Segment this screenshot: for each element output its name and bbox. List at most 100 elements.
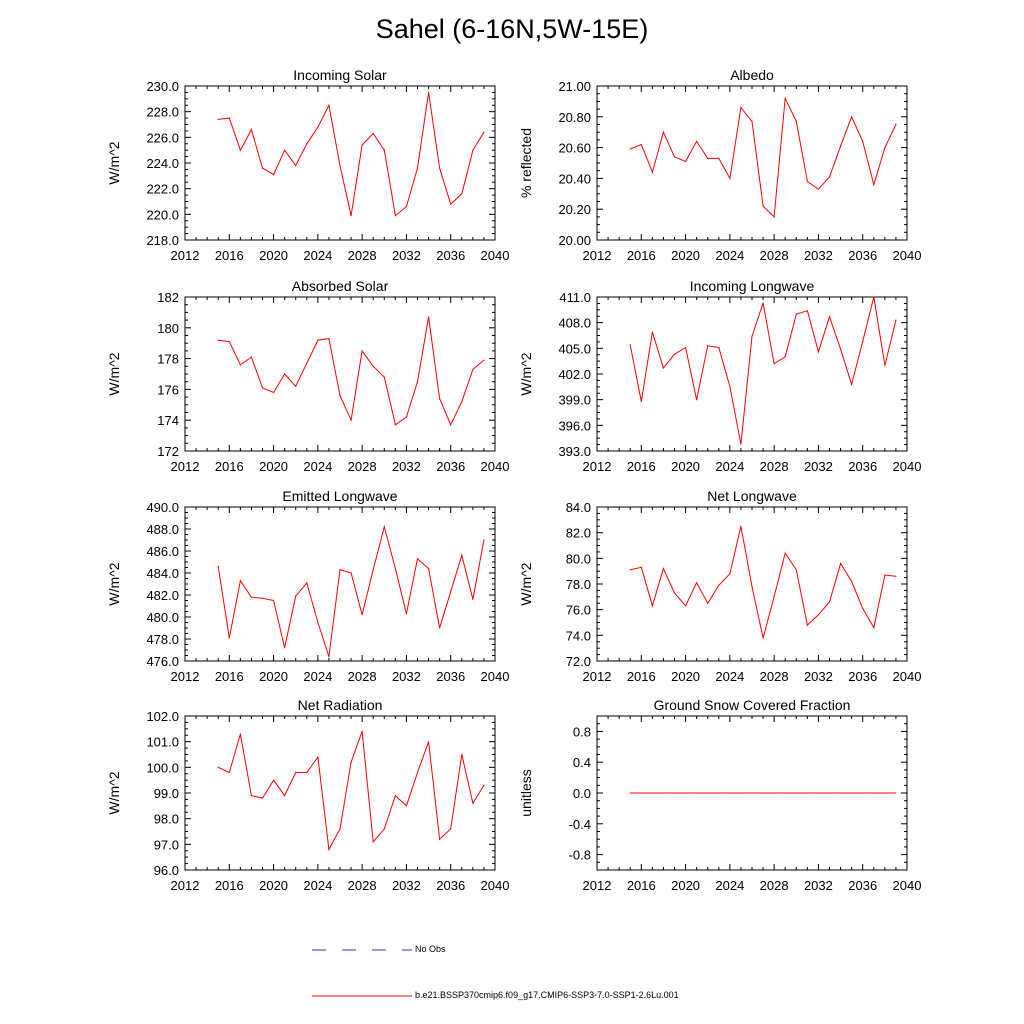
data-point <box>862 340 864 343</box>
panel-ground-snow-covered-fraction: 2012 2016 2020 2024 2028 2032 2036 2040 -0.8 -0.4… <box>518 697 921 893</box>
data-point <box>806 624 809 626</box>
series-line <box>630 96 897 218</box>
data-point <box>250 795 252 797</box>
data-point <box>662 367 665 369</box>
data-point <box>696 582 698 584</box>
data-point <box>718 157 720 159</box>
y-tick-label: 178 <box>157 352 179 367</box>
x-tick-label: 2012 <box>171 878 200 893</box>
data-point <box>472 368 474 370</box>
data-point <box>817 614 820 616</box>
panel-title: Net Radiation <box>298 697 383 713</box>
plot-frame <box>596 85 908 241</box>
data-point <box>806 792 809 794</box>
data-point <box>851 792 853 794</box>
data-point <box>840 348 842 350</box>
data-point <box>640 566 642 568</box>
data-point <box>328 338 330 340</box>
data-point <box>729 177 731 179</box>
data-point <box>740 443 742 445</box>
x-tick-label: 2036 <box>436 248 465 263</box>
data-point <box>461 401 463 403</box>
data-point <box>284 647 286 649</box>
data-point <box>707 602 709 604</box>
data-point <box>828 316 831 318</box>
x-tick-label: 2016 <box>215 459 244 474</box>
y-tick-label: 0.0 <box>573 786 591 801</box>
data-point <box>273 174 275 176</box>
data-point <box>784 792 786 794</box>
x-tick-label: 2012 <box>583 459 612 474</box>
y-tick-label: 100.0 <box>146 760 179 775</box>
series-line <box>629 296 897 445</box>
data-point <box>383 376 385 378</box>
data-point <box>862 792 864 794</box>
x-tick-label: 2024 <box>715 669 744 684</box>
x-tick-label: 2024 <box>715 459 744 474</box>
data-point <box>405 416 407 418</box>
y-axis-label: % reflected <box>518 128 534 198</box>
x-tick-label: 2016 <box>215 669 244 684</box>
page-title: Sahel (6-16N,5W-15E) <box>375 14 649 44</box>
data-point <box>295 595 297 597</box>
x-tick-label: 2036 <box>436 459 465 474</box>
data-point <box>439 838 441 840</box>
x-tick-label: 2012 <box>171 669 200 684</box>
data-point <box>339 395 341 397</box>
y-tick-label: 484.0 <box>146 566 179 581</box>
data-point <box>350 419 352 421</box>
x-tick-label: 2040 <box>893 669 922 684</box>
data-point <box>696 140 698 142</box>
data-point <box>640 143 642 146</box>
data-point <box>762 205 764 207</box>
y-tick-label: 482.0 <box>146 588 179 603</box>
data-point <box>851 383 853 385</box>
panel-absorbed-solar: 2012 2016 2020 2024 2028 2032 2036 2040 172 174 17… <box>106 278 509 474</box>
data-point <box>372 841 374 843</box>
data-point <box>450 424 452 426</box>
data-point <box>828 176 831 178</box>
data-point <box>472 149 474 151</box>
data-point <box>773 596 775 598</box>
series-line <box>217 731 485 852</box>
data-point <box>817 351 820 353</box>
data-point <box>483 539 485 541</box>
x-tick-label: 2040 <box>893 878 922 893</box>
x-tick-label: 2020 <box>671 459 700 474</box>
data-point <box>851 580 853 583</box>
data-point <box>450 591 452 593</box>
data-point <box>239 364 241 366</box>
data-point <box>339 569 341 571</box>
data-point <box>640 792 642 794</box>
y-tick-label: 99.0 <box>154 786 179 801</box>
x-tick-label: 2020 <box>259 459 288 474</box>
data-point <box>461 753 463 756</box>
data-point <box>640 400 642 402</box>
data-point <box>461 193 463 195</box>
data-point <box>361 350 363 352</box>
data-point <box>718 346 720 349</box>
data-point <box>339 165 341 167</box>
x-tick-label: 2036 <box>436 669 465 684</box>
data-point <box>895 123 897 126</box>
data-point <box>751 792 753 794</box>
data-point <box>873 184 875 186</box>
data-point <box>273 599 275 602</box>
data-point <box>350 761 352 763</box>
data-point <box>428 741 430 743</box>
data-point <box>261 387 264 389</box>
data-point <box>405 206 407 208</box>
y-tick-label: 20.60 <box>558 141 591 156</box>
data-point <box>483 784 485 786</box>
data-point <box>662 568 665 570</box>
data-point <box>239 149 241 151</box>
data-point <box>383 149 385 151</box>
y-tick-label: 76.0 <box>566 603 591 618</box>
panel-title: Incoming Longwave <box>690 278 815 294</box>
panel-title: Ground Snow Covered Fraction <box>654 697 851 713</box>
data-point <box>762 302 764 304</box>
y-tick-label: 20.40 <box>558 171 591 186</box>
plot-frame <box>184 506 496 662</box>
data-point <box>295 771 297 774</box>
data-point <box>629 344 631 346</box>
